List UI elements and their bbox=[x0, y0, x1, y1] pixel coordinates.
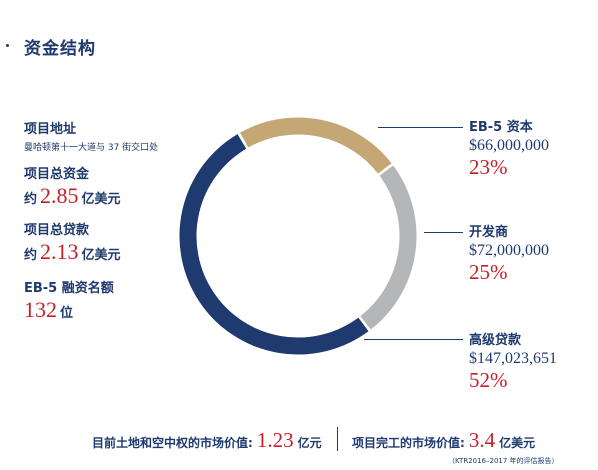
bottom-divider bbox=[337, 427, 338, 451]
total-capital-value: 2.85 bbox=[40, 183, 79, 208]
land-market-value-number: 1.23 bbox=[256, 428, 294, 452]
total-loan-prefix: 约 bbox=[24, 248, 38, 263]
total-capital-unit: 亿美元 bbox=[81, 192, 121, 207]
completion-value-number: 3.4 bbox=[468, 428, 496, 452]
donut-slice-eb5 bbox=[239, 117, 392, 174]
slice-label-developer: 开发商 $72,000,000 25% bbox=[469, 221, 549, 285]
donut-slice-senior-loan bbox=[179, 134, 369, 355]
completion-value-unit: 亿美元 bbox=[499, 436, 536, 450]
leader-line-senior-loan bbox=[364, 339, 463, 340]
total-loan-block: 项目总贷款 约 2.13 亿美元 bbox=[24, 219, 121, 265]
slice-eb5-name: EB-5 资本 bbox=[469, 120, 533, 135]
land-market-value-unit: 亿元 bbox=[297, 436, 322, 450]
slice-developer-amount: $72,000,000 bbox=[469, 242, 549, 259]
project-address-label: 项目地址 bbox=[24, 122, 77, 137]
page-title: 资金结构 bbox=[24, 39, 96, 59]
eb5-quota-value: 132 bbox=[24, 297, 57, 322]
eb5-quota-label: EB-5 融资名额 bbox=[24, 281, 114, 296]
leader-line-developer bbox=[424, 232, 463, 233]
total-loan-unit: 亿美元 bbox=[81, 248, 121, 263]
source-note: （KTR2016–2017 年的评估报告） bbox=[448, 457, 559, 465]
slice-developer-percent: 25% bbox=[469, 260, 508, 284]
slice-senior-loan-amount: $147,023,651 bbox=[469, 350, 557, 367]
total-capital-prefix: 约 bbox=[24, 192, 38, 207]
completion-market-value: 项目完工的市场价值: 3.4 亿美元 bbox=[352, 428, 535, 453]
project-address-value: 曼哈顿第十一大道与 37 街交口处 bbox=[24, 143, 159, 153]
slice-senior-loan-name: 高级贷款 bbox=[469, 333, 522, 348]
slice-senior-loan-percent: 52% bbox=[469, 368, 508, 392]
slice-eb5-percent: 23% bbox=[469, 155, 508, 179]
total-loan-label: 项目总贷款 bbox=[24, 223, 90, 238]
total-capital-block: 项目总资金 约 2.85 亿美元 bbox=[24, 163, 121, 209]
project-address-block: 项目地址 曼哈顿第十一大道与 37 街交口处 bbox=[24, 118, 158, 153]
total-capital-label: 项目总资金 bbox=[24, 167, 90, 182]
donut-slice-developer bbox=[360, 165, 417, 330]
leader-line-eb5 bbox=[378, 127, 463, 128]
land-market-value: 目前土地和空中权的市场价值: 1.23 亿元 bbox=[92, 428, 322, 453]
eb5-quota-block: EB-5 融资名额 132 位 bbox=[24, 277, 114, 323]
total-loan-value: 2.13 bbox=[40, 239, 79, 264]
title-bullet bbox=[6, 44, 9, 47]
slice-developer-name: 开发商 bbox=[469, 225, 509, 240]
completion-value-label: 项目完工的市场价值: bbox=[352, 436, 465, 450]
slice-label-senior-loan: 高级贷款 $147,023,651 52% bbox=[469, 329, 557, 393]
land-market-value-label: 目前土地和空中权的市场价值: bbox=[92, 436, 253, 450]
slice-label-eb5: EB-5 资本 $66,000,000 23% bbox=[469, 116, 549, 180]
eb5-quota-unit: 位 bbox=[60, 306, 74, 321]
slice-eb5-amount: $66,000,000 bbox=[469, 137, 549, 154]
